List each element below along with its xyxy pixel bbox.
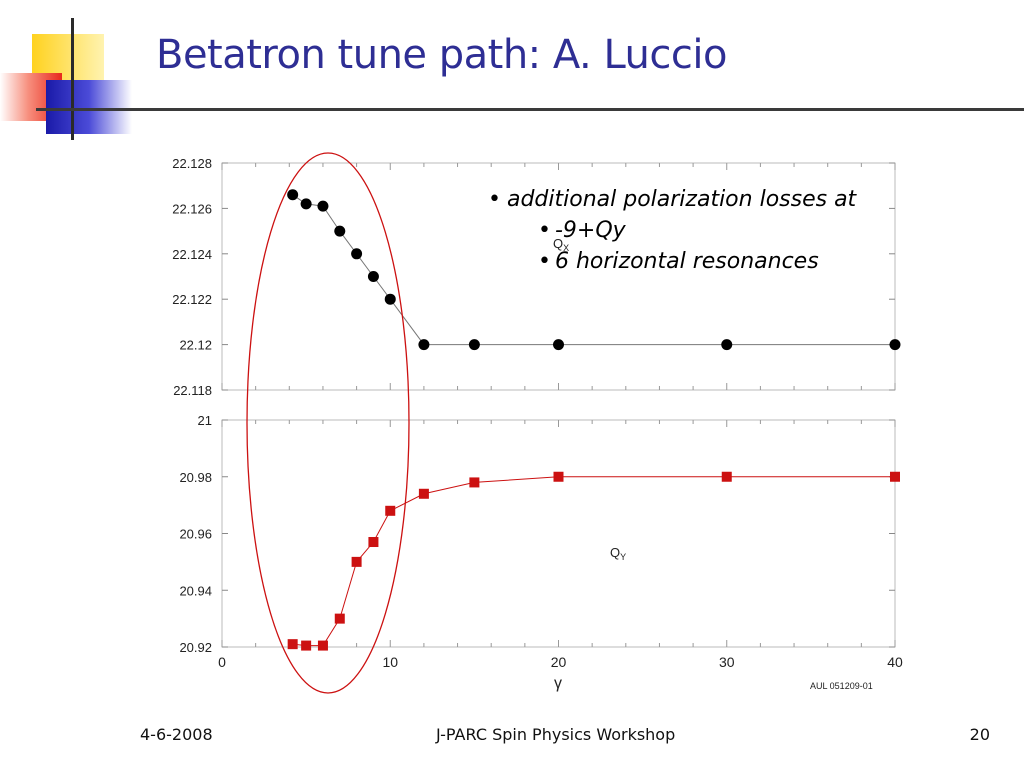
x-tick-label: 0 <box>218 654 226 670</box>
qx-ytick-label: 22.122 <box>172 292 212 307</box>
x-axis-label: γ <box>554 675 562 692</box>
x-tick-label: 20 <box>551 654 567 670</box>
qy-data-point <box>385 505 396 516</box>
qx-data-point <box>287 189 299 201</box>
qx-data-point <box>367 271 379 282</box>
qy-ytick-label: 20.94 <box>179 583 212 598</box>
qy-data-point <box>418 488 429 499</box>
title-underline <box>36 108 1024 111</box>
qy-data-point <box>301 640 312 651</box>
qx-data-point <box>300 198 312 210</box>
qx-ytick-label: 22.128 <box>172 156 212 171</box>
qy-data-point <box>469 477 480 488</box>
qx-data-point <box>889 339 901 351</box>
qy-data-point <box>721 471 732 482</box>
sub-bullet-item: 6 horizontal resonances <box>488 246 856 277</box>
qy-data-point <box>890 471 900 482</box>
qy-ytick-label: 20.96 <box>179 527 212 542</box>
qx-data-point <box>351 248 363 260</box>
bullet-item: additional polarization losses at <box>488 184 856 215</box>
slide-number: 20 <box>969 725 990 744</box>
qy-panel: 20.92 20.94 20.96 20.98 21 <box>179 413 900 655</box>
logo-blue-bar <box>46 80 132 134</box>
qx-ytick-label: 22.12 <box>179 338 212 353</box>
x-tick-label: 10 <box>382 654 398 670</box>
qx-data-point <box>317 200 329 212</box>
slide-title: Betatron tune path: A. Luccio <box>156 32 727 78</box>
qy-data-point <box>334 613 345 624</box>
qx-ytick-label: 22.126 <box>172 201 212 216</box>
qy-annotation-sub: Y <box>620 552 626 562</box>
qx-data-point <box>418 339 430 351</box>
qx-ytick-label: 22.124 <box>172 247 212 262</box>
qy-data-point <box>287 639 298 650</box>
sub-bullet-item: -9+Qy <box>488 215 856 246</box>
qx-panel: 22.118 22.12 22.122 22.124 22.126 22.128 <box>172 156 901 398</box>
slide-logo <box>0 18 140 140</box>
x-axis: 0 10 20 30 40 <box>218 654 903 670</box>
qx-ytick-label: 22.118 <box>173 383 212 398</box>
qy-ytick-label: 20.98 <box>179 470 212 485</box>
chart-credit: AUL 051209-01 <box>810 681 873 691</box>
qy-data-point <box>368 537 379 548</box>
highlight-ellipse <box>246 152 410 694</box>
footer-event: J-PARC Spin Physics Workshop <box>436 725 676 744</box>
qy-data-point <box>351 556 362 567</box>
qx-data-point <box>721 339 733 351</box>
qy-annotation: QY <box>610 545 626 562</box>
qy-ytick-label: 21 <box>198 413 212 428</box>
qy-data-point <box>553 471 564 482</box>
x-tick-label: 40 <box>887 654 903 670</box>
qx-data-point <box>553 339 564 351</box>
qy-ytick-label: 20.92 <box>179 640 212 655</box>
logo-vertical-line <box>71 18 74 140</box>
x-tick-label: 30 <box>719 654 735 670</box>
qx-data-point <box>468 339 480 351</box>
qy-data-point <box>317 640 328 651</box>
bullet-list: additional polarization losses at -9+Qy … <box>488 184 856 277</box>
footer-date: 4-6-2008 <box>140 725 213 744</box>
qx-data-point <box>384 293 396 305</box>
qx-data-point <box>334 225 346 237</box>
